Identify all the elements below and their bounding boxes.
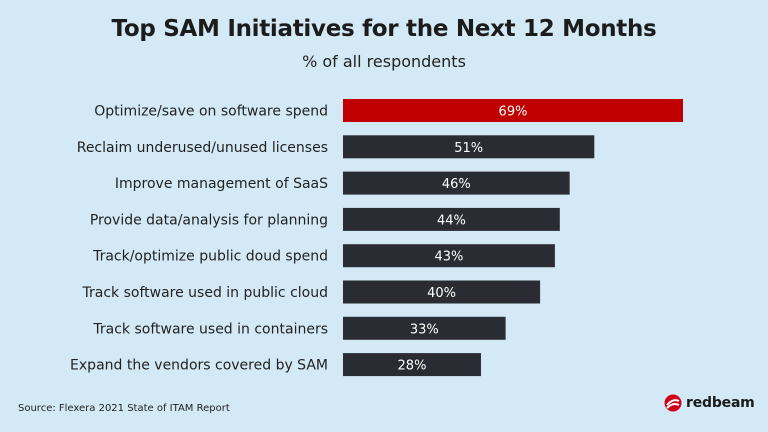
bar-value-label: 28%: [398, 359, 427, 374]
bar-value-label: 46%: [442, 177, 471, 192]
source-note: Source: Flexera 2021 State of ITAM Repor…: [18, 403, 230, 414]
bar: [343, 244, 555, 268]
category-label: Provide data/analysis for planning: [90, 212, 328, 228]
category-label: Improve management of SaaS: [115, 176, 328, 192]
bar: [343, 280, 541, 304]
redbeam-logo-icon: [664, 394, 682, 412]
bar-value-label: 33%: [410, 322, 439, 337]
bar-value-label: 69%: [499, 105, 528, 120]
bar: [343, 99, 683, 122]
bar: [343, 135, 595, 159]
bar: [343, 316, 506, 340]
redbeam-logo: redbeam: [664, 394, 755, 412]
bar: [343, 171, 570, 195]
category-label: Reclaim underused/unused licenses: [77, 140, 328, 156]
category-label: Track software used in public cloud: [82, 285, 328, 301]
bar-value-label: 43%: [434, 250, 463, 265]
bar: [343, 207, 560, 231]
category-label: Track/optimize public doud spend: [92, 249, 328, 265]
bar-value-label: 51%: [454, 141, 483, 156]
category-label: Optimize/save on software spend: [94, 104, 328, 120]
category-label: Expand the vendors covered by SAM: [70, 358, 328, 374]
bar: [343, 353, 481, 377]
bar-value-label: 40%: [427, 286, 456, 301]
category-label: Track software used in containers: [92, 321, 328, 337]
chart-subtitle: % of all respondents: [302, 52, 466, 71]
chart-title: Top SAM Initiatives for the Next 12 Mont…: [111, 16, 657, 42]
bar-value-label: 44%: [437, 213, 466, 228]
logo-text: redbeam: [686, 395, 755, 411]
